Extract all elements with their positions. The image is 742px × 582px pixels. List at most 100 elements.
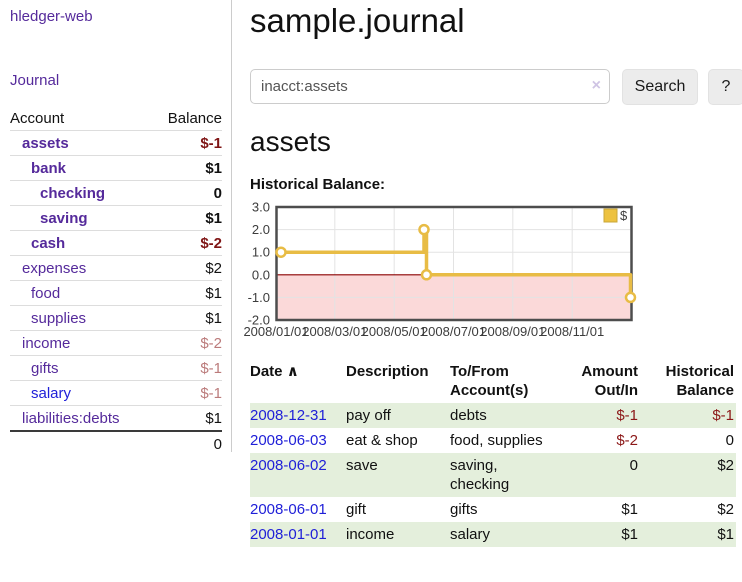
register-row: 2008-01-01 income salary $1 $1 — [250, 522, 736, 547]
sidebar-item-journal[interactable]: Journal — [10, 72, 60, 89]
search-button[interactable]: Search — [622, 69, 698, 105]
svg-text:2.0: 2.0 — [252, 222, 270, 237]
register-row: 2008-06-01 gift gifts $1 $2 — [250, 497, 736, 522]
account-column-header: Account — [10, 110, 65, 127]
account-balance: $-2 — [151, 330, 222, 356]
transaction-description: gift — [346, 501, 367, 518]
search-form: × Search ? — [250, 69, 742, 105]
register-table: Date ∧ Description To/From Account(s) Am… — [250, 359, 736, 547]
account-link-food[interactable]: food — [31, 284, 61, 302]
transaction-balance: $2 — [717, 501, 734, 518]
sidebar-account-assets: assets $-1 — [10, 130, 222, 156]
account-link-income[interactable]: income — [22, 334, 71, 352]
transaction-accounts: gifts — [450, 501, 478, 518]
tofrom-header-line2: Account(s) — [450, 382, 529, 399]
sidebar-account-liabilities-debts: liabilities:debts $1 — [10, 405, 222, 431]
chart-legend: $ — [603, 208, 628, 223]
clear-search-icon[interactable]: × — [591, 77, 601, 94]
app-title-link[interactable]: hledger-web — [10, 8, 93, 25]
transaction-date-link[interactable]: 2008-06-02 — [250, 457, 327, 474]
transaction-amount: $1 — [621, 501, 638, 518]
account-link-gifts[interactable]: gifts — [31, 359, 59, 377]
register-row: 2008-06-02 save saving, checking 0 $2 — [250, 453, 736, 497]
transaction-date-link[interactable]: 2008-01-01 — [250, 526, 327, 543]
legend-label: $ — [620, 208, 628, 223]
search-input[interactable] — [250, 69, 610, 104]
svg-text:2008/05/01: 2008/05/01 — [362, 324, 427, 339]
chart-plot-border — [275, 205, 633, 322]
transaction-description: pay off — [346, 407, 391, 424]
accounts-total-value: 0 — [151, 430, 222, 456]
sidebar-account-cash: cash $-2 — [10, 230, 222, 256]
account-balance: $-1 — [151, 380, 222, 406]
transaction-balance: $1 — [717, 526, 734, 543]
account-link-bank[interactable]: bank — [31, 159, 67, 177]
search-box: × — [250, 69, 610, 104]
account-link-liabilities-debts[interactable]: liabilities:debts — [22, 409, 120, 427]
account-link-checking[interactable]: checking — [40, 184, 106, 202]
chart-title: Historical Balance: — [250, 176, 386, 193]
transaction-balance: $-1 — [712, 407, 734, 424]
svg-text:2008/01/01: 2008/01/01 — [243, 324, 308, 339]
transaction-balance: $2 — [717, 457, 734, 474]
account-balance: $1 — [151, 155, 222, 181]
account-heading: assets — [250, 126, 331, 157]
balance-header-line2: Balance — [676, 382, 734, 399]
transaction-balance: 0 — [725, 432, 734, 449]
sort-ascending-icon: ∧ — [286, 363, 299, 380]
amount-header-line2: Out/In — [594, 382, 638, 399]
sidebar-account-salary: salary $-1 — [10, 380, 222, 406]
account-link-supplies[interactable]: supplies — [31, 309, 87, 327]
sidebar-account-supplies: supplies $1 — [10, 305, 222, 331]
page-title: sample.journal — [250, 2, 465, 39]
transaction-amount: 0 — [629, 457, 638, 474]
transaction-date-link[interactable]: 2008-06-03 — [250, 432, 327, 449]
chart-x-axis-labels: 2008/01/01 2008/03/01 2008/05/01 2008/07… — [243, 324, 604, 339]
account-link-salary[interactable]: salary — [31, 384, 72, 402]
account-balance: $1 — [151, 305, 222, 331]
balance-header-line1: Historical — [665, 363, 734, 380]
transaction-description: income — [346, 526, 395, 543]
transaction-amount: $-2 — [616, 432, 638, 449]
account-balance: $-1 — [151, 130, 222, 156]
svg-text:2008/09/01: 2008/09/01 — [480, 324, 545, 339]
svg-text:2008/11/01: 2008/11/01 — [540, 324, 604, 339]
svg-text:-1.0: -1.0 — [248, 290, 270, 305]
register-row: 2008-06-03 eat & shop food, supplies $-2… — [250, 428, 736, 453]
account-link-cash[interactable]: cash — [31, 234, 66, 252]
account-link-saving[interactable]: saving — [40, 209, 88, 227]
svg-text:-2.0: -2.0 — [248, 313, 270, 328]
transaction-date-link[interactable]: 2008-06-01 — [250, 501, 327, 518]
balance-column-header: Historical Balance — [646, 359, 736, 403]
accounts-total-row: 0 — [10, 430, 222, 456]
tofrom-header-line1: To/From — [450, 363, 509, 380]
svg-text:0.0: 0.0 — [252, 267, 270, 282]
date-header-label: Date — [250, 363, 283, 380]
account-balance: $1 — [151, 405, 222, 431]
accounts-table: Account Balance assets $-1 bank $1 check… — [10, 106, 222, 456]
amount-header-line1: Amount — [581, 363, 638, 380]
account-balance: 0 — [151, 180, 222, 206]
sidebar-account-food: food $1 — [10, 280, 222, 306]
account-balance: $2 — [151, 255, 222, 281]
sidebar-account-saving: saving $1 — [10, 205, 222, 231]
account-balance: $-1 — [151, 355, 222, 381]
sidebar-account-checking: checking 0 — [10, 180, 222, 206]
svg-text:2008/07/01: 2008/07/01 — [421, 324, 486, 339]
account-balance: $1 — [151, 280, 222, 306]
account-balance: $1 — [151, 205, 222, 231]
accounts-table-header: Account Balance — [10, 106, 222, 131]
account-link-assets[interactable]: assets — [22, 134, 69, 152]
transaction-accounts: debts — [450, 407, 487, 424]
balance-series-markers — [275, 223, 637, 304]
transaction-date-link[interactable]: 2008-12-31 — [250, 407, 327, 424]
sidebar-account-gifts: gifts $-1 — [10, 355, 222, 381]
transaction-amount: $1 — [621, 526, 638, 543]
register-row: 2008-12-31 pay off debts $-1 $-1 — [250, 403, 736, 428]
account-link-expenses[interactable]: expenses — [22, 259, 87, 277]
register-header-row: Date ∧ Description To/From Account(s) Am… — [250, 359, 736, 403]
help-button[interactable]: ? — [708, 69, 742, 105]
sidebar-account-income: income $-2 — [10, 330, 222, 356]
date-column-header[interactable]: Date ∧ — [250, 359, 346, 403]
tofrom-column-header: To/From Account(s) — [450, 359, 568, 403]
